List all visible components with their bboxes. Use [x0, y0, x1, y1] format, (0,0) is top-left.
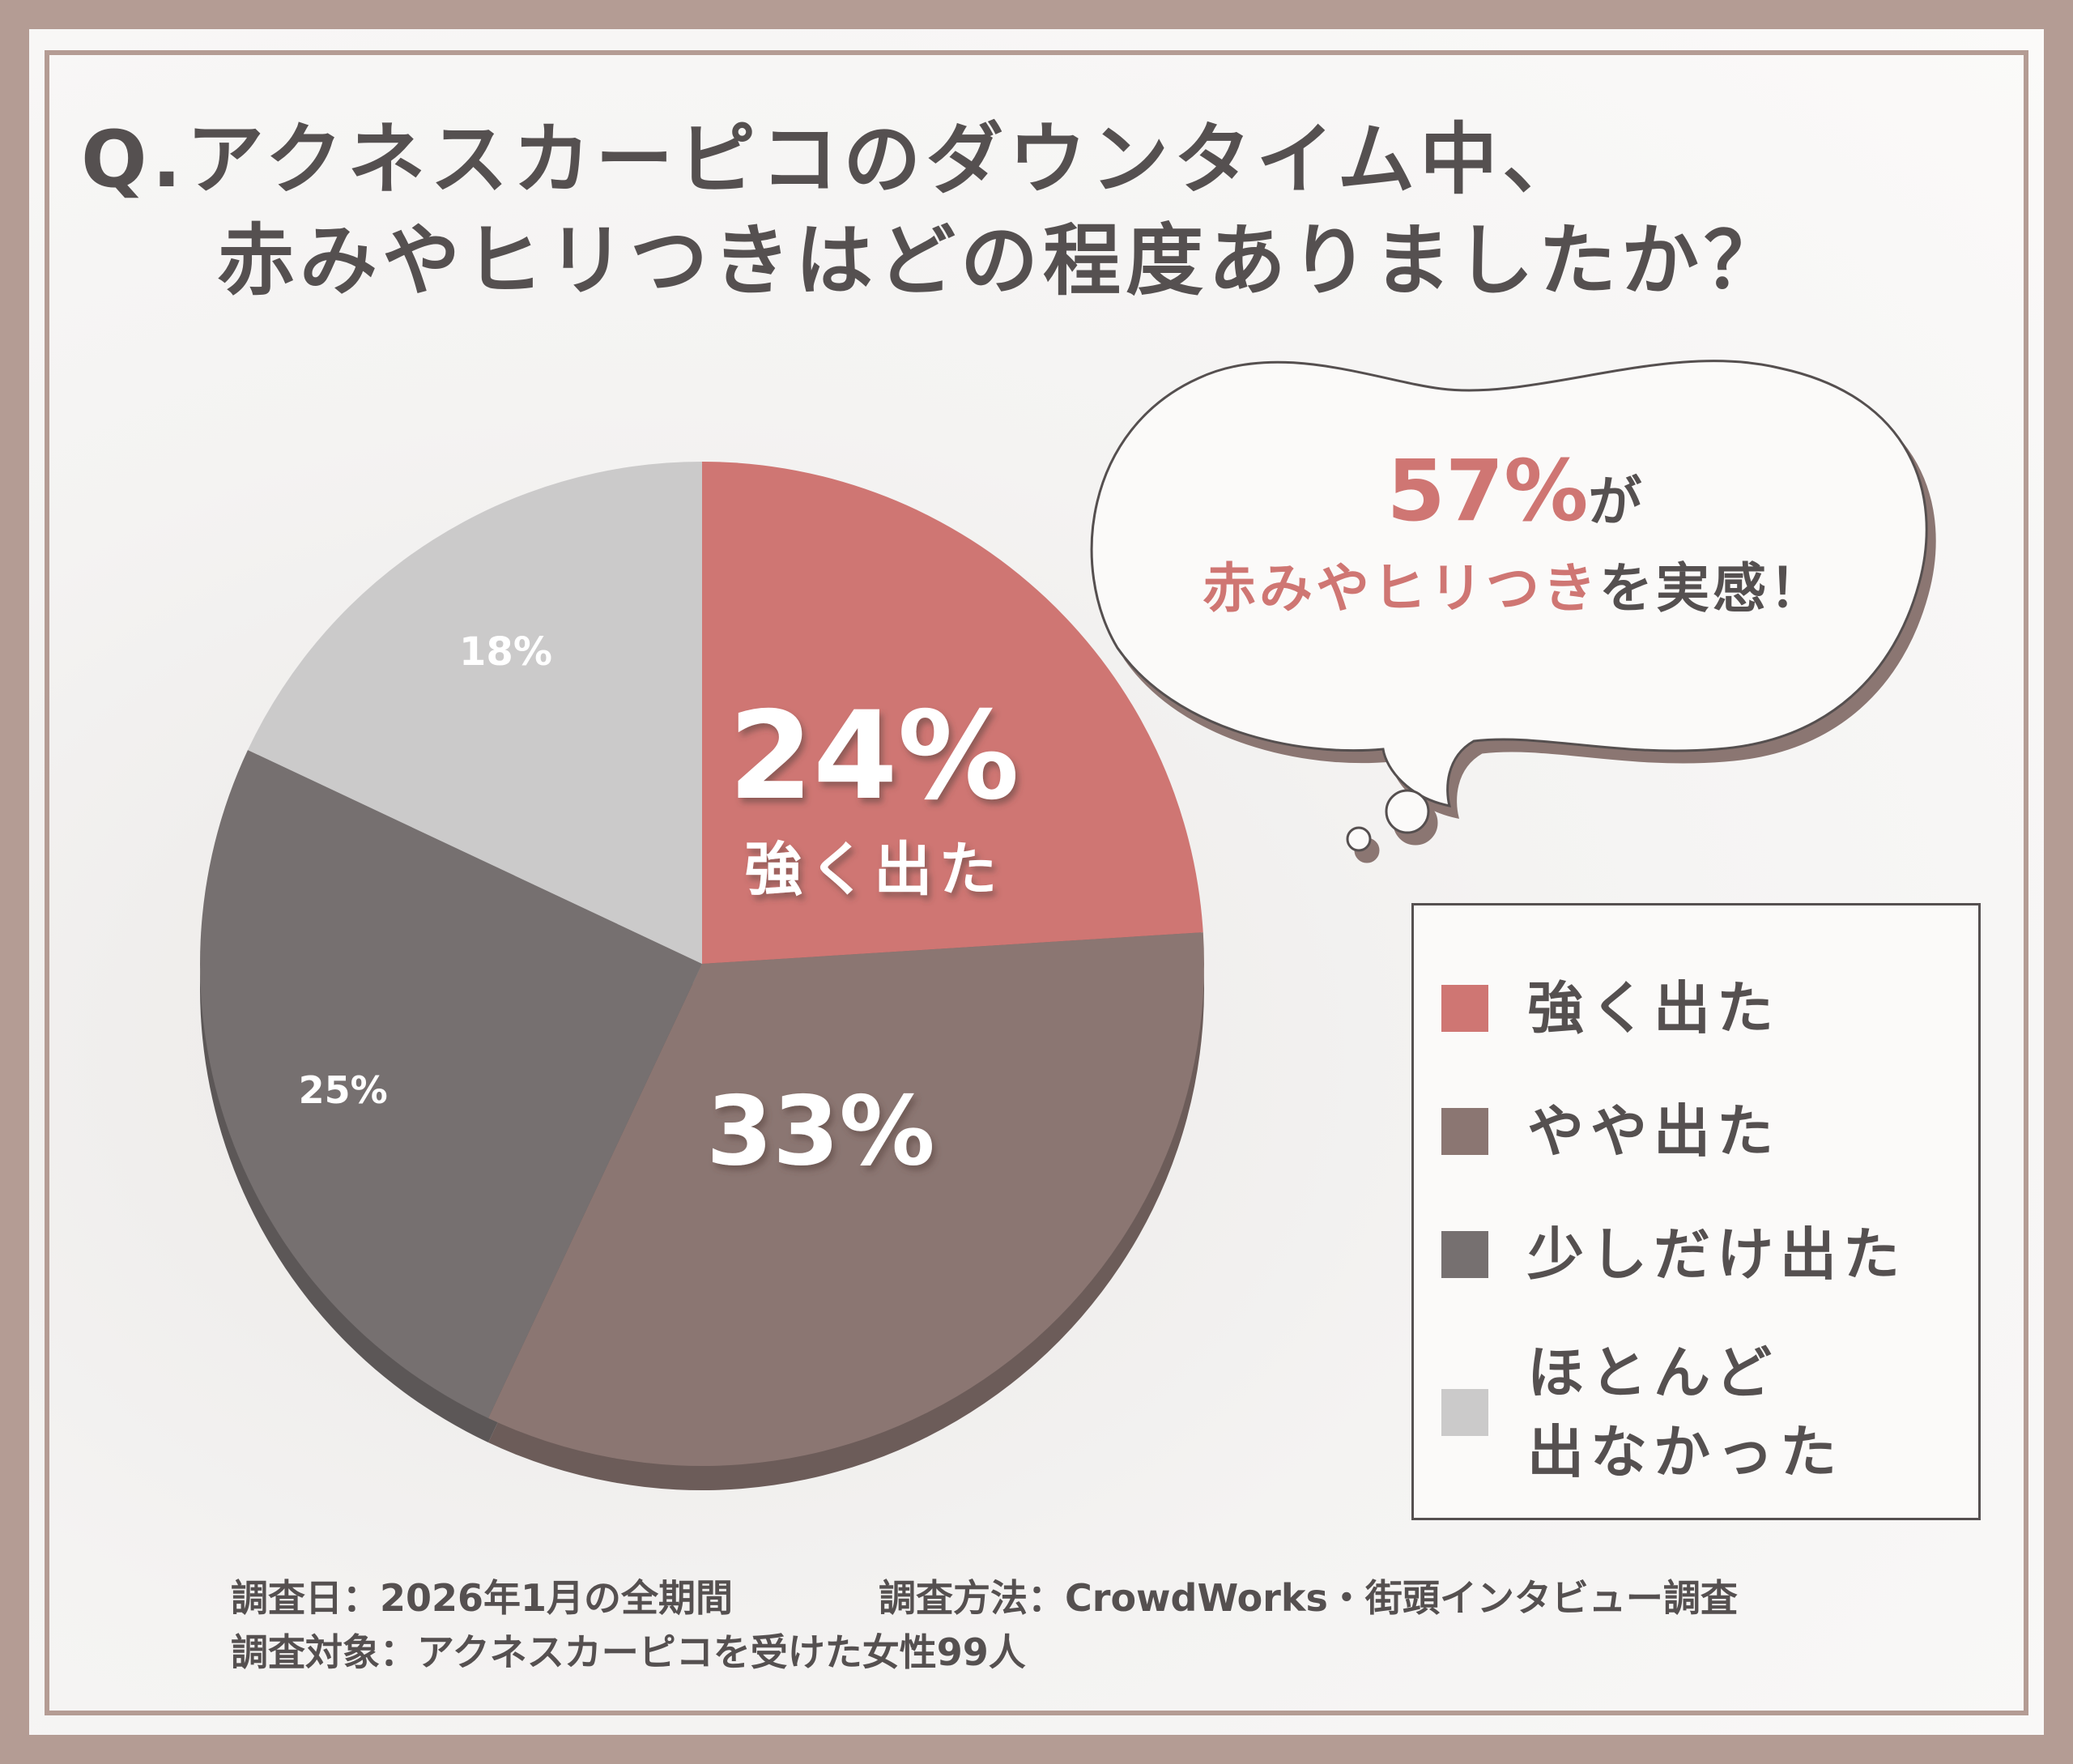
legend-swatch-4 [1441, 1389, 1488, 1436]
callout-suffix: が [1588, 471, 1642, 533]
legend-swatch-2 [1441, 1108, 1488, 1155]
callout-highlight: 赤みやヒリつき [1203, 557, 1599, 620]
legend-item-2: やや出た [1441, 1092, 1780, 1171]
legend-label-4: ほとんど 出なかった [1527, 1340, 1843, 1485]
legend-item-3: 少しだけ出た [1441, 1215, 1906, 1294]
question-title: Q.アクネスカーピコのダウンタイム中、 赤みやヒリつきはどの程度ありましたか？ [81, 113, 1786, 308]
pie-slice-4 [248, 462, 703, 964]
pie-slice-1 [702, 462, 1203, 964]
survey-footer: 調査日：2026年1月の全期間 調査方法：CrowdWorks・街頭インタビュー調… [231, 1571, 1738, 1679]
legend-label-1: 強く出た [1527, 975, 1780, 1042]
legend-swatch-1 [1441, 985, 1488, 1032]
pie-slice-2 [488, 932, 1204, 1466]
pie-slices [199, 462, 1204, 1466]
thought-bubble [1090, 360, 1928, 852]
slice-caption-1: 強く出た [744, 836, 1003, 904]
callout-rest: を実感！ [1599, 557, 1826, 620]
question-title-line1: Q.アクネスカーピコのダウンタイム中、 [81, 114, 1586, 205]
survey-method: 調査方法：CrowdWorks・街頭インタビュー調査 [879, 1576, 1738, 1620]
callout-line1: 57%が [1085, 441, 1943, 540]
legend-label-3: 少しだけ出た [1527, 1221, 1906, 1288]
data-label-3: 25% [299, 1068, 388, 1112]
data-label-4: 18% [459, 629, 552, 675]
survey-target: 調査対象：アクネスカーピコを受けた女性99人 [231, 1630, 1026, 1674]
data-label-1: 24% [729, 686, 1019, 827]
callout-line2: 赤みやヒリつきを実感！ [1085, 545, 1943, 623]
question-title-line2: 赤みやヒリつきはどの程度ありましたか？ [217, 215, 1786, 307]
legend: 強く出た やや出た 少しだけ出た ほとんど 出なかった [1411, 903, 1981, 1520]
data-label-2: 33% [706, 1076, 934, 1187]
pie-labels: 24% 強く出た 33% 25% 18% [299, 629, 1019, 1187]
callout-percent: 57% [1386, 441, 1589, 540]
legend-item-4: ほとんど 出なかった [1441, 1333, 1843, 1492]
legend-label-2: やや出た [1527, 1098, 1780, 1165]
legend-swatch-3 [1441, 1231, 1488, 1278]
legend-item-1: 強く出た [1441, 969, 1780, 1048]
pie-slice-3 [199, 750, 703, 1418]
callout-text: 57%が 赤みやヒリつきを実感！ [1085, 441, 1943, 623]
footer-line1: 調査日：2026年1月の全期間 調査方法：CrowdWorks・街頭インタビュー調… [231, 1571, 1738, 1626]
survey-date: 調査日：2026年1月の全期間 [231, 1576, 734, 1620]
